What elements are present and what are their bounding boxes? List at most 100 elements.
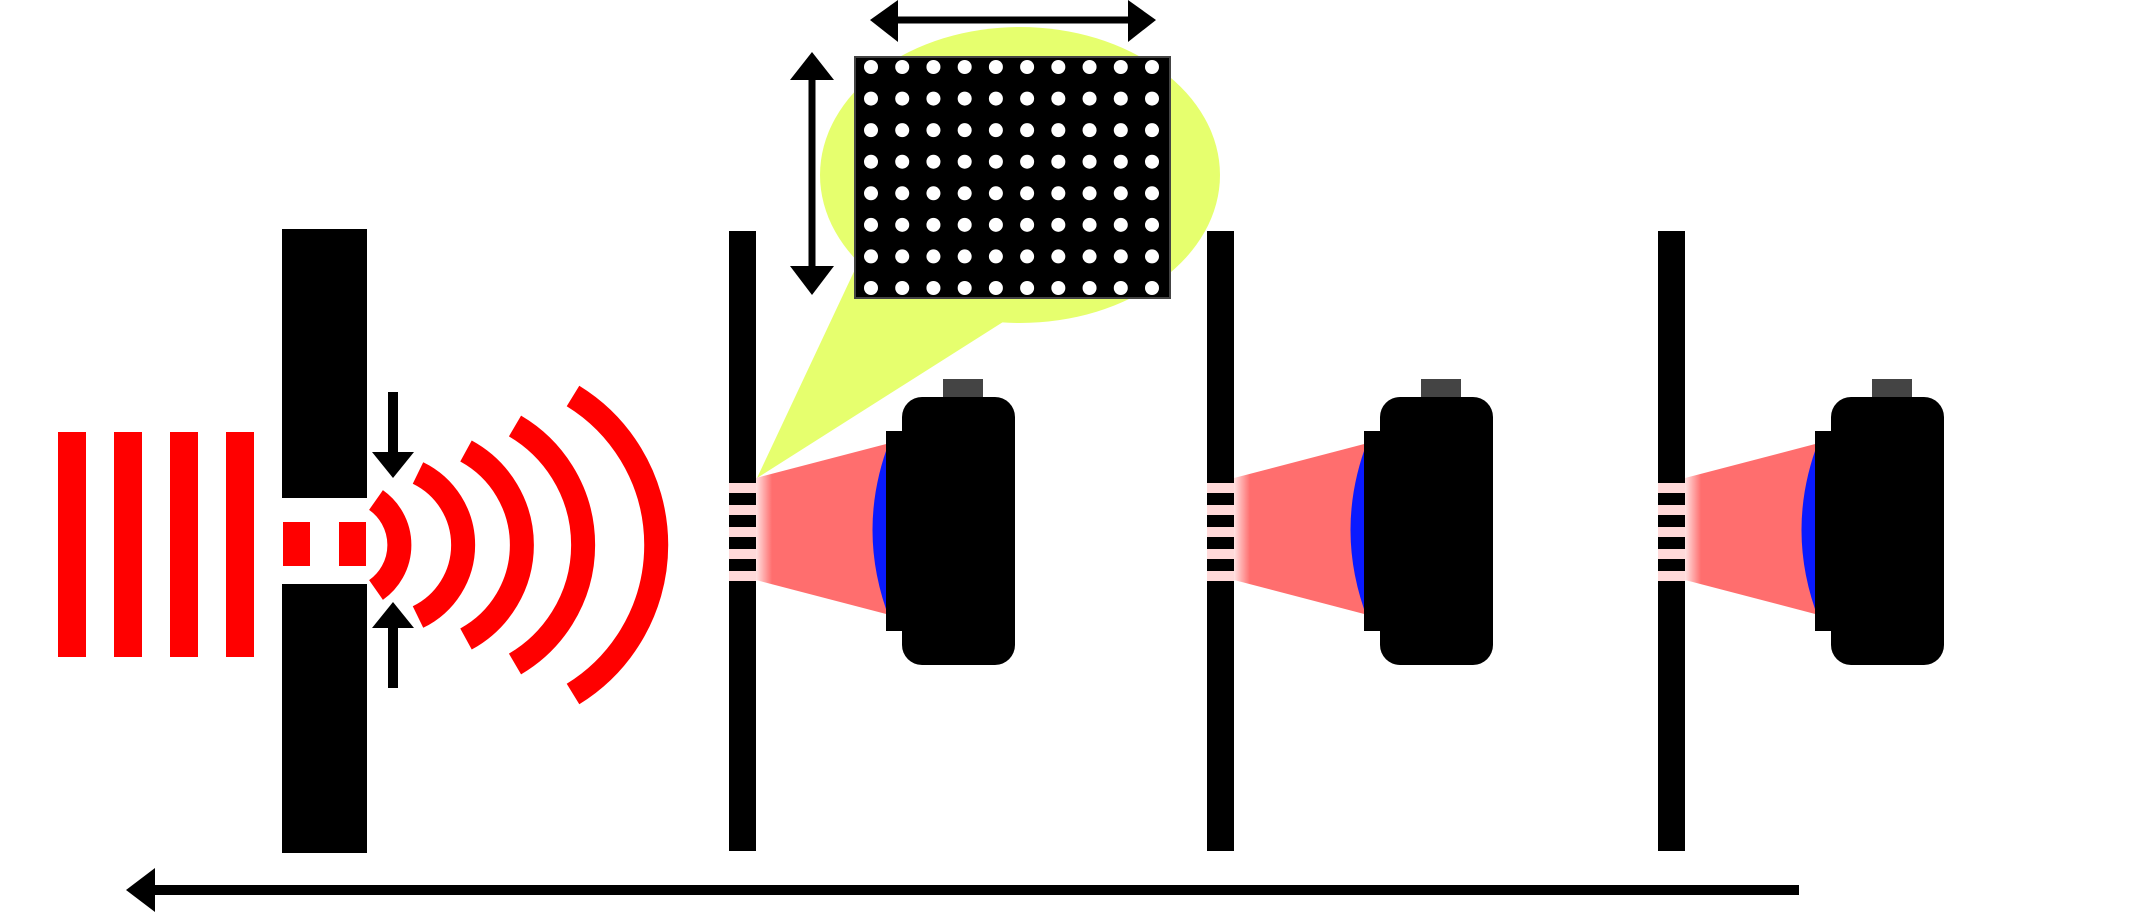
pattern-dot [895,154,910,169]
pattern-dot [926,186,941,201]
light-beam [1685,443,1819,615]
slit-width-indicator [372,392,414,688]
circular-wavefront [412,462,476,628]
pattern-dot [1051,123,1066,138]
arrow-head-left-icon [126,868,155,912]
circular-wavefront [368,490,412,600]
pattern-dot [957,186,972,201]
arrow-down-icon [790,266,834,295]
screen-slit-mark [1658,483,1685,493]
pattern-dot [957,249,972,264]
circular-wavefront [508,415,596,675]
pattern-dot [1113,154,1128,169]
pattern-dot [895,186,910,201]
pattern-dot [1051,60,1066,74]
pattern-dot [1082,154,1097,169]
pattern-dot [957,154,972,169]
pattern-dot [988,154,1003,169]
pattern-dot [1020,249,1035,264]
arrow-left-icon [870,0,898,42]
detector-station-1 [729,231,1015,851]
barrier-lower [282,584,367,853]
detection-screen [1207,231,1234,851]
screen-slit-mark [1658,527,1685,537]
pattern-dot [1051,91,1066,106]
pattern-dot [1051,186,1066,201]
pattern-callout [757,27,1220,478]
pattern-dot [1145,60,1159,74]
pattern-dot [1145,217,1159,232]
pattern-dot [1020,154,1035,169]
screen-slit-mark [729,483,756,493]
pattern-dot [1145,186,1159,201]
light-beam [1234,443,1368,615]
camera-cap [1872,379,1912,401]
pattern-dot [1020,123,1035,138]
pattern-dot [957,60,972,74]
pattern-dot [1145,249,1159,264]
detector-stations [729,231,1944,851]
arrow-up-icon [790,52,834,80]
pattern-dot [988,91,1003,106]
screen-slit-mark [1658,505,1685,515]
pattern-dot [1113,123,1128,138]
pattern-dot [1082,91,1097,106]
slit-wavefront [283,522,310,566]
left-arrow-icon [126,868,1799,912]
lens-icon [1350,440,1368,620]
pattern-dot [1113,217,1128,232]
camera-icon [902,397,1015,665]
screen-slit-mark [1207,527,1234,537]
pattern-dot [988,186,1003,201]
circular-wavefront [566,385,669,705]
pattern-dot [895,91,910,106]
screen-slit-mark [1658,571,1685,581]
plane-wavefront [58,432,86,657]
pattern-dot [895,249,910,264]
barrier-upper [282,229,367,498]
pattern-dot [926,217,941,232]
pattern-dot [926,281,941,295]
pattern-dot [1051,249,1066,264]
pattern-dot [1145,154,1159,169]
pattern-dot [926,154,941,169]
arrow-right-icon [1128,0,1156,42]
pattern-dot [926,60,941,74]
pattern-dot [988,123,1003,138]
pattern-dot [895,123,910,138]
pattern-dot [864,186,878,201]
pattern-dot [1082,186,1097,201]
pattern-width-arrow [870,0,1156,42]
screen-slit-mark [1207,483,1234,493]
pattern-dot [988,217,1003,232]
pattern-dot [957,217,972,232]
pattern-dot [1145,91,1159,106]
pattern-dot [926,249,941,264]
pattern-dot [1020,186,1035,201]
screen-slit-mark [729,571,756,581]
pattern-dot [1113,249,1128,264]
detection-screen [1658,231,1685,851]
pattern-dot [988,281,1003,295]
screen-slit-mark [1207,505,1234,515]
pattern-dot [926,91,941,106]
pattern-dot [864,91,878,106]
pattern-dot [1113,186,1128,201]
pattern-dot [1145,281,1159,295]
detector-station-2 [1207,231,1493,851]
diffraction-dot-grid [864,60,1159,295]
plane-wavefront [170,432,198,657]
camera-icon [1380,397,1493,665]
arrow-up-icon [372,602,414,628]
pattern-dot [1051,217,1066,232]
pattern-dot [1082,217,1097,232]
diffracted-wave-icon [368,385,669,705]
lens-icon [1801,440,1819,620]
pattern-dot [957,123,972,138]
plane-wavefront [114,432,142,657]
detector-station-3 [1658,231,1944,851]
pattern-dot [957,281,972,295]
pattern-dot [1113,60,1128,74]
